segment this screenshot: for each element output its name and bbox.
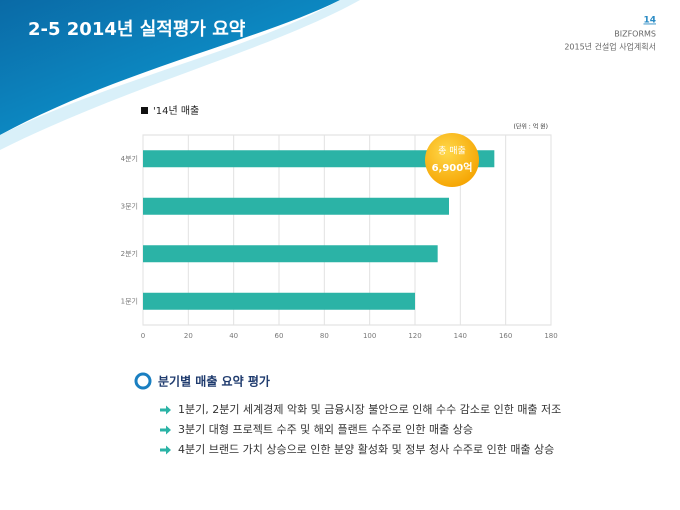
unit-label: (단위 : 억 원)	[513, 123, 548, 131]
section-icon	[134, 372, 152, 390]
header-accent	[0, 0, 360, 150]
chart-title: '14년 매출	[153, 105, 199, 117]
bar	[143, 197, 449, 215]
bar	[143, 245, 438, 263]
bar	[143, 150, 495, 168]
x-tick-label: 80	[320, 332, 329, 340]
x-tick-label: 40	[229, 332, 238, 340]
callout-label: 총 매출	[438, 146, 466, 157]
x-tick-label: 140	[454, 332, 467, 340]
x-tick-label: 60	[275, 332, 284, 340]
callout-badge	[425, 133, 479, 187]
x-tick-label: 100	[363, 332, 376, 340]
y-tick-label: 2분기	[121, 249, 138, 258]
bullet-arrow	[160, 425, 171, 435]
header-swoosh	[0, 0, 340, 135]
slide-title: 2-5 2014년 실적평가 요약	[28, 18, 246, 40]
y-tick-label: 3분기	[121, 201, 138, 210]
y-tick-label: 4분기	[121, 154, 138, 163]
x-tick-label: 0	[141, 332, 145, 340]
x-tick-label: 120	[408, 332, 421, 340]
x-tick-label: 180	[544, 332, 557, 340]
bar	[143, 292, 415, 310]
callout-value: 6,900억	[432, 162, 473, 174]
title-marker	[141, 107, 148, 114]
brand: BIZFORMS	[614, 30, 656, 39]
doc-name: 2015년 건설업 사업계획서	[564, 42, 656, 52]
section-heading: 분기별 매출 요약 평가	[158, 374, 270, 389]
summary-item: 3분기 대형 프로젝트 수주 및 해외 플랜트 수주로 인한 매출 상승	[178, 422, 473, 436]
x-tick-label: 160	[499, 332, 512, 340]
page-number: 14	[643, 16, 656, 26]
summary-item: 1분기, 2분기 세계경제 악화 및 금융시장 불안으로 인해 수수 감소로 인…	[178, 402, 561, 416]
summary-item: 4분기 브랜드 가치 상승으로 인한 분양 활성화 및 정부 청사 수주로 인한…	[178, 442, 554, 456]
y-tick-label: 1분기	[121, 296, 138, 305]
x-tick-label: 20	[184, 332, 193, 340]
bullet-arrow	[160, 445, 171, 455]
bullet-arrow	[160, 405, 171, 415]
